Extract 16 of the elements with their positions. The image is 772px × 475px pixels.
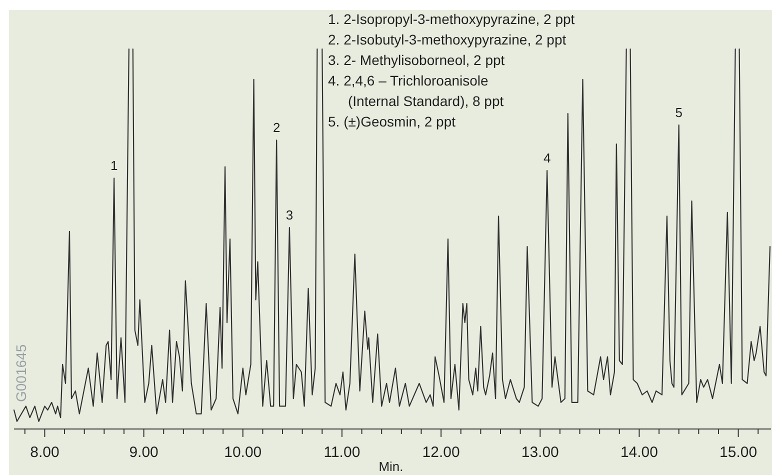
x-axis-title: Min.: [378, 459, 404, 474]
x-tick-label: 12.00: [422, 444, 460, 461]
annotation: 2: [272, 120, 280, 136]
x-tick-label: 11.00: [324, 444, 360, 461]
annotation: G001645: [13, 344, 29, 402]
x-tick-label: 10.00: [224, 444, 262, 461]
annotation: 5: [675, 105, 682, 120]
annotation: 1: [110, 158, 118, 174]
x-tick-label: 15.00: [720, 444, 758, 461]
x-tick-label: 9.00: [129, 444, 158, 461]
x-tick-label: 14.00: [620, 444, 658, 461]
x-tick-label: 8.00: [30, 444, 60, 461]
annotation: 4: [543, 150, 551, 166]
annotation: 3: [286, 208, 294, 223]
annotation: 1. 2-Isopropyl-3-methoxypyrazine, 2 ppt 2. 2-Isobutyl-3-methoxypyrazine, 2 ppt 3. 2- Methylisoborneol, 2 ppt 4. 2,4,6 – Trichloroanisole (Internal Standard), 8 ppt 5. (±)Geosmin, 2 ppt: [328, 11, 575, 130]
x-tick-label: 13.00: [521, 444, 559, 461]
